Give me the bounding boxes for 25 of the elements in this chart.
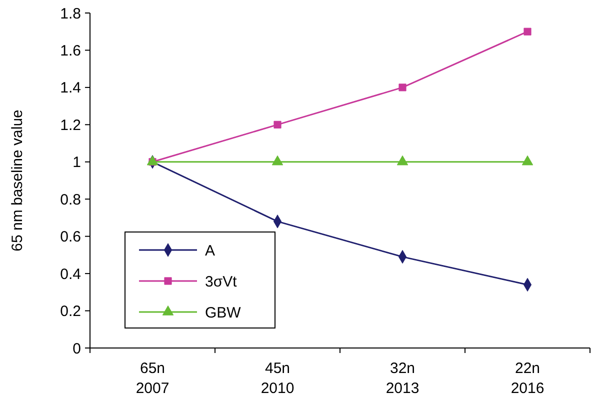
y-tick-label: 1 <box>72 154 81 172</box>
y-tick-label: 0 <box>72 340 81 358</box>
y-tick-label: 0.8 <box>60 191 81 208</box>
y-tick-label: 0.2 <box>60 303 81 320</box>
y-tick-label: 0.6 <box>60 228 81 246</box>
y-tick-label: 0.4 <box>60 266 81 283</box>
point <box>272 155 284 166</box>
point <box>274 120 282 128</box>
x-tick-label: 22n 2016 <box>510 360 544 397</box>
legend-label: GBW <box>205 304 242 322</box>
y-tick-label: 1.4 <box>60 80 81 97</box>
point <box>398 84 406 92</box>
y-axis-title: 65 nm baseline value <box>9 110 26 252</box>
y-tick-label: 1.6 <box>60 42 81 60</box>
x-tick-label: 65n 2007 <box>136 360 170 397</box>
point <box>396 155 408 166</box>
x-tick-label: 45n 2010 <box>260 360 294 397</box>
y-tick-label: 1.8 <box>60 5 81 22</box>
legend-label: 3σVt <box>205 273 238 290</box>
point <box>146 155 158 166</box>
y-tick-label: 1.2 <box>60 116 81 134</box>
x-tick-label: 32n 2013 <box>386 360 420 397</box>
point <box>524 28 532 36</box>
legend-label: A <box>205 242 216 260</box>
point <box>522 155 534 166</box>
